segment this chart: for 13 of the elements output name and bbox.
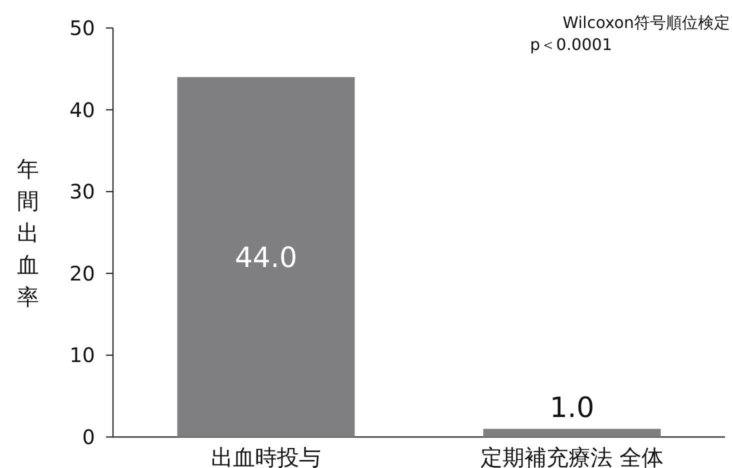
y-tick-label: 40 [70, 98, 95, 122]
x-tick-label: 出血時投与 [211, 446, 321, 468]
x-tick-label: 定期補充療法 全体 [480, 446, 664, 468]
y-tick-label: 20 [70, 261, 95, 286]
y-tick-label: 30 [70, 180, 95, 204]
y-tick-label: 0 [82, 425, 95, 449]
data-label: 1.0 [550, 390, 594, 424]
y-tick-label: 50 [70, 16, 95, 40]
annotation: Wilcoxon符号順位検定 [562, 13, 730, 32]
y-axis-title: 年間出血率 [17, 158, 39, 310]
data-label: 44.0 [234, 241, 298, 274]
y-tick-label: 10 [70, 343, 95, 368]
annotation: p＜0.0001 [530, 35, 612, 54]
